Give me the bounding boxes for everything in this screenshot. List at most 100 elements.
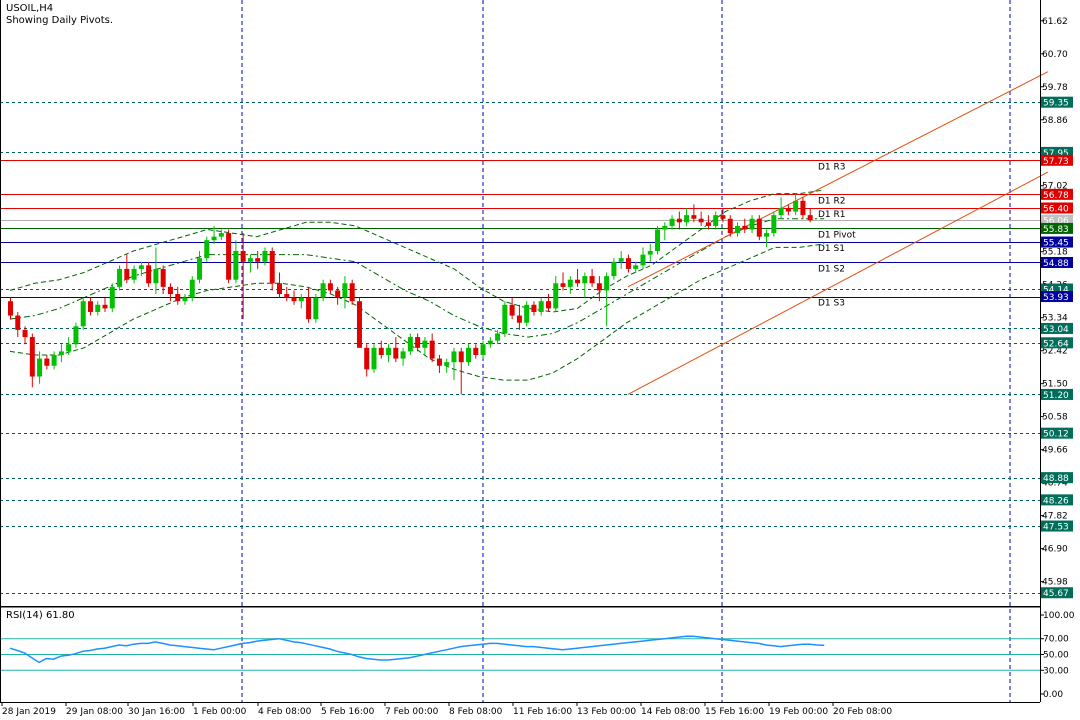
price-tag-box: [1041, 96, 1073, 108]
candle-body: [87, 301, 93, 312]
candle: [502, 301, 508, 338]
candle-body: [451, 351, 457, 363]
candle: [197, 251, 203, 284]
candle-body: [211, 236, 217, 241]
price-tag-box: [1041, 222, 1073, 234]
price-tag-box: [1041, 256, 1073, 268]
candle: [240, 233, 246, 320]
candle-body: [502, 304, 508, 334]
price-tick-label: 47.82: [1042, 512, 1068, 522]
candle: [262, 247, 268, 266]
candle: [647, 243, 653, 262]
rsi-panel: [0, 606, 1040, 671]
candle: [306, 286, 312, 323]
candle: [415, 333, 421, 352]
candle-body: [800, 200, 806, 216]
price-tag: 56.40: [1041, 202, 1073, 214]
candle-body: [284, 294, 290, 298]
candle-body: [436, 358, 442, 366]
price-tick-label: 61.62: [1042, 17, 1068, 27]
candle-body: [684, 215, 690, 223]
candle: [538, 297, 544, 316]
envelope-band-lower: [9, 243, 825, 381]
candle: [131, 265, 137, 284]
price-tag: 48.88: [1041, 472, 1073, 484]
candle: [189, 276, 195, 302]
candle: [87, 297, 93, 316]
candle: [582, 272, 588, 298]
price-tag-value: 56.40: [1043, 204, 1069, 214]
candle-body: [327, 283, 333, 291]
candle-body: [756, 218, 762, 237]
time-tick-label: 11 Feb 16:00: [513, 707, 572, 717]
candle-body: [655, 229, 661, 252]
price-tag-value: 57.95: [1043, 149, 1069, 159]
price-tag: 56.78: [1041, 188, 1073, 201]
price-tag: 53.04: [1041, 322, 1073, 335]
candle-body: [640, 254, 646, 266]
candle: [698, 211, 704, 226]
candle-body: [247, 258, 253, 262]
price-tag-value: 51.20: [1043, 391, 1069, 401]
candle-body: [400, 351, 406, 359]
candle: [553, 276, 559, 312]
candle: [109, 283, 115, 312]
price-tag: 56.06: [1041, 214, 1073, 227]
candle-body: [625, 258, 631, 269]
candle: [226, 229, 232, 284]
candle-body: [393, 347, 399, 359]
candle: [175, 286, 181, 305]
candle-body: [749, 218, 755, 230]
candle-body: [487, 340, 493, 345]
candle-body: [495, 333, 501, 341]
candle-body: [611, 261, 617, 277]
candle-body: [138, 265, 144, 269]
candle: [349, 279, 355, 305]
price-tag: 52.64: [1041, 337, 1073, 349]
candle-body: [538, 301, 544, 312]
time-tick-label: 30 Jan 16:00: [128, 707, 185, 717]
pivot-label: D1 Pivot: [818, 230, 856, 240]
candle: [327, 279, 333, 295]
price-tag-box: [1041, 291, 1073, 303]
chart-subtitle: Showing Daily Pivots.: [6, 15, 114, 26]
price-tick-label: 49.66: [1042, 446, 1068, 456]
candle: [749, 215, 755, 234]
candle: [436, 354, 442, 373]
candle-body: [95, 304, 101, 312]
candle: [124, 254, 130, 284]
price-tag: 50.12: [1041, 427, 1073, 440]
candle: [22, 326, 28, 345]
rsi-tick-label: 0.00: [1043, 690, 1063, 700]
candle: [284, 286, 290, 302]
candle: [102, 297, 108, 312]
candle: [204, 236, 210, 262]
candle: [276, 272, 282, 298]
candle-body: [480, 344, 486, 355]
candle: [15, 311, 21, 338]
candle: [676, 211, 682, 230]
candle: [444, 358, 450, 373]
price-tag: 54.88: [1041, 256, 1073, 269]
candle-body: [269, 251, 275, 284]
candle-body: [306, 297, 312, 320]
candle-body: [705, 222, 711, 226]
candle: [742, 218, 748, 234]
candle-body: [204, 240, 210, 259]
candle-body: [342, 283, 348, 298]
candle-body: [233, 251, 239, 280]
time-tick-label: 15 Feb 16:00: [705, 707, 764, 717]
candle-body: [386, 347, 392, 355]
candle-body: [44, 358, 50, 366]
candle-body: [691, 215, 697, 219]
candle: [167, 283, 173, 302]
candle: [66, 337, 72, 355]
candle-body: [647, 251, 653, 255]
candle-body: [51, 354, 57, 366]
candle-body: [146, 265, 152, 284]
candle-body: [37, 358, 43, 377]
candle: [545, 294, 551, 312]
candle: [73, 322, 79, 348]
price-tick-label: 52.42: [1042, 347, 1068, 357]
candle-body: [662, 225, 668, 230]
